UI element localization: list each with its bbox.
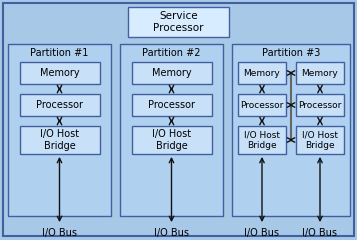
Text: I/O Bus: I/O Bus [154, 228, 189, 238]
Text: Processor: Processor [148, 100, 195, 110]
Bar [296, 62, 344, 84]
Text: Service
Processor: Service Processor [153, 11, 204, 33]
Text: I/O Host
Bridge: I/O Host Bridge [152, 129, 191, 151]
Text: Processor: Processor [240, 101, 284, 109]
Text: Processor: Processor [298, 101, 342, 109]
Text: Memory: Memory [40, 68, 79, 78]
Bar [131, 62, 211, 84]
Bar [238, 126, 286, 154]
Text: Partition #2: Partition #2 [142, 48, 201, 58]
Bar [296, 126, 344, 154]
Text: Memory: Memory [302, 68, 338, 78]
Bar [238, 94, 286, 116]
Text: Processor: Processor [36, 100, 83, 110]
Text: Partition #1: Partition #1 [30, 48, 89, 58]
Bar [131, 126, 211, 154]
Text: Memory: Memory [243, 68, 280, 78]
Bar [238, 62, 286, 84]
Text: I/O Host
Bridge: I/O Host Bridge [40, 129, 79, 151]
Bar [20, 126, 100, 154]
Text: I/O Host
Bridge: I/O Host Bridge [244, 130, 280, 150]
Text: I/O Host
Bridge: I/O Host Bridge [302, 130, 338, 150]
Text: I/O Bus: I/O Bus [42, 228, 77, 238]
Text: Memory: Memory [152, 68, 191, 78]
Bar [120, 44, 223, 216]
Bar [131, 94, 211, 116]
Bar [20, 94, 100, 116]
Text: Partition #3: Partition #3 [262, 48, 320, 58]
Bar [8, 44, 111, 216]
Text: I/O Bus: I/O Bus [302, 228, 337, 238]
Bar [232, 44, 350, 216]
Bar [296, 94, 344, 116]
Bar [20, 62, 100, 84]
Text: I/O Bus: I/O Bus [245, 228, 280, 238]
Bar [128, 7, 229, 37]
